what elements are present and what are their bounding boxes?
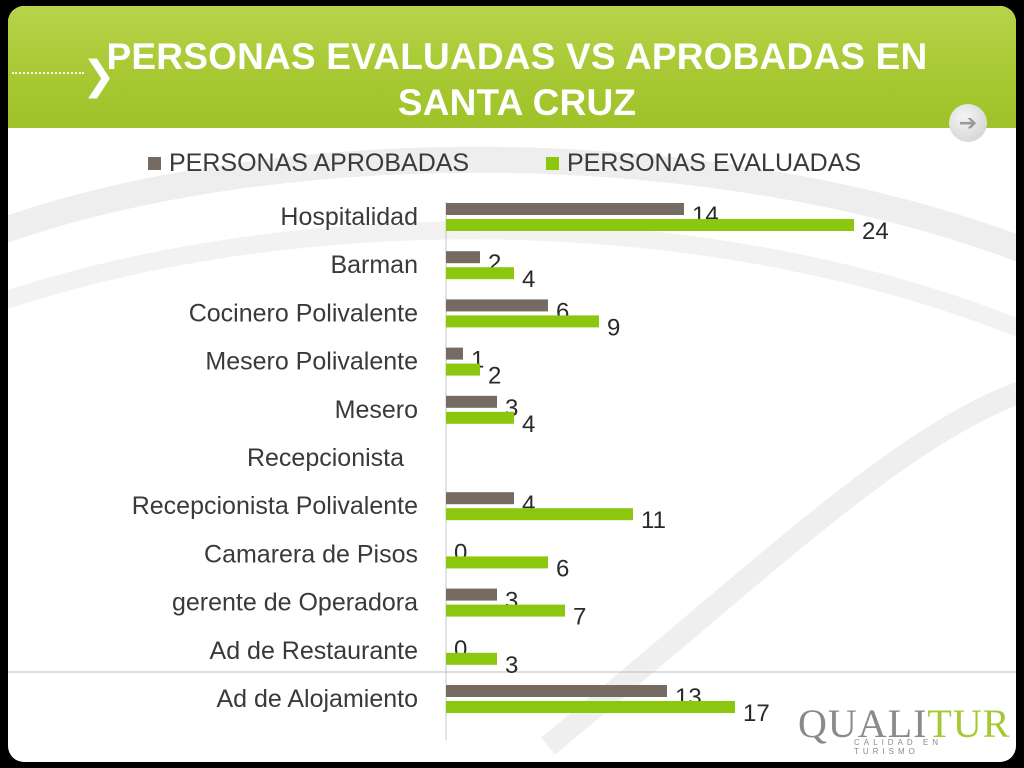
category-label: Recepcionista	[247, 444, 404, 472]
bar-aprobadas	[446, 299, 548, 312]
category-label: Ad de Restaurante	[210, 637, 418, 665]
data-label-evaluadas: 3	[505, 652, 518, 679]
data-label-evaluadas: 9	[607, 314, 620, 341]
bar-evaluadas	[446, 652, 497, 665]
bar-aprobadas	[446, 395, 497, 408]
category-label: Barman	[330, 251, 418, 279]
chart-legend: PERSONAS APROBADAS PERSONAS EVALUADAS	[8, 149, 1016, 181]
dotted-line-decoration	[12, 72, 84, 76]
logo-text-green: TUR	[927, 701, 1011, 746]
bar-evaluadas	[446, 267, 514, 280]
category-label: Mesero	[335, 396, 418, 424]
bar-evaluadas	[446, 701, 735, 713]
legend-item-evaluadas: PERSONAS EVALUADAS	[546, 149, 861, 178]
category-label: Hospitalidad	[280, 203, 418, 231]
slide: ❯ PERSONAS EVALUADAS VS APROBADAS EN SAN…	[8, 6, 1016, 762]
legend-label-evaluadas: PERSONAS EVALUADAS	[567, 149, 862, 177]
bar-aprobadas	[446, 685, 667, 697]
arrow-right-icon[interactable]: ➔	[949, 104, 987, 142]
data-label-evaluadas: 6	[556, 555, 569, 582]
category-label: gerente de Operadora	[172, 589, 418, 617]
bar-evaluadas	[446, 556, 548, 569]
bar-evaluadas	[446, 315, 599, 328]
legend-swatch-evaluadas	[546, 157, 559, 170]
bar-evaluadas	[446, 411, 514, 424]
bar-evaluadas	[446, 363, 480, 376]
category-label: Cocinero Polivalente	[189, 299, 418, 327]
slide-title: PERSONAS EVALUADAS VS APROBADAS EN SANTA…	[106, 36, 928, 123]
data-label-evaluadas: 4	[522, 411, 535, 438]
legend-label-aprobadas: PERSONAS APROBADAS	[169, 149, 470, 177]
logo-tagline: CALIDAD EN TURISMO	[854, 738, 943, 756]
category-label: Mesero Polivalente	[205, 348, 418, 376]
bar-aprobadas	[446, 492, 514, 505]
chevron-right-icon: ❯	[82, 53, 116, 99]
data-label-evaluadas: 4	[522, 266, 535, 293]
bar-evaluadas	[446, 604, 565, 617]
bar-aprobadas	[446, 347, 463, 360]
bar-evaluadas	[446, 508, 633, 521]
data-label-evaluadas: 2	[488, 363, 501, 390]
qualitur-logo: QUALITUR CALIDAD EN TURISMO	[798, 701, 1009, 757]
category-label: Camarera de Pisos	[204, 540, 418, 568]
data-label-evaluadas: 17	[743, 700, 770, 727]
title-band: ❯ PERSONAS EVALUADAS VS APROBADAS EN SAN…	[8, 6, 1016, 128]
bar-aprobadas	[446, 251, 480, 264]
category-label: Recepcionista Polivalente	[132, 492, 418, 520]
logo-text-gray: QUALI	[798, 701, 928, 746]
bar-evaluadas	[446, 219, 854, 231]
legend-item-aprobadas: PERSONAS APROBADAS	[148, 149, 469, 178]
logo-wordmark: QUALITUR	[798, 701, 1009, 746]
legend-swatch-aprobadas	[148, 157, 161, 170]
data-label-evaluadas: 11	[641, 507, 666, 534]
bar-aprobadas	[446, 203, 684, 215]
category-label: Ad de Alojamiento	[216, 685, 418, 713]
data-label-evaluadas: 7	[573, 604, 586, 631]
bar-aprobadas	[446, 588, 497, 601]
data-label-evaluadas: 24	[862, 218, 889, 245]
